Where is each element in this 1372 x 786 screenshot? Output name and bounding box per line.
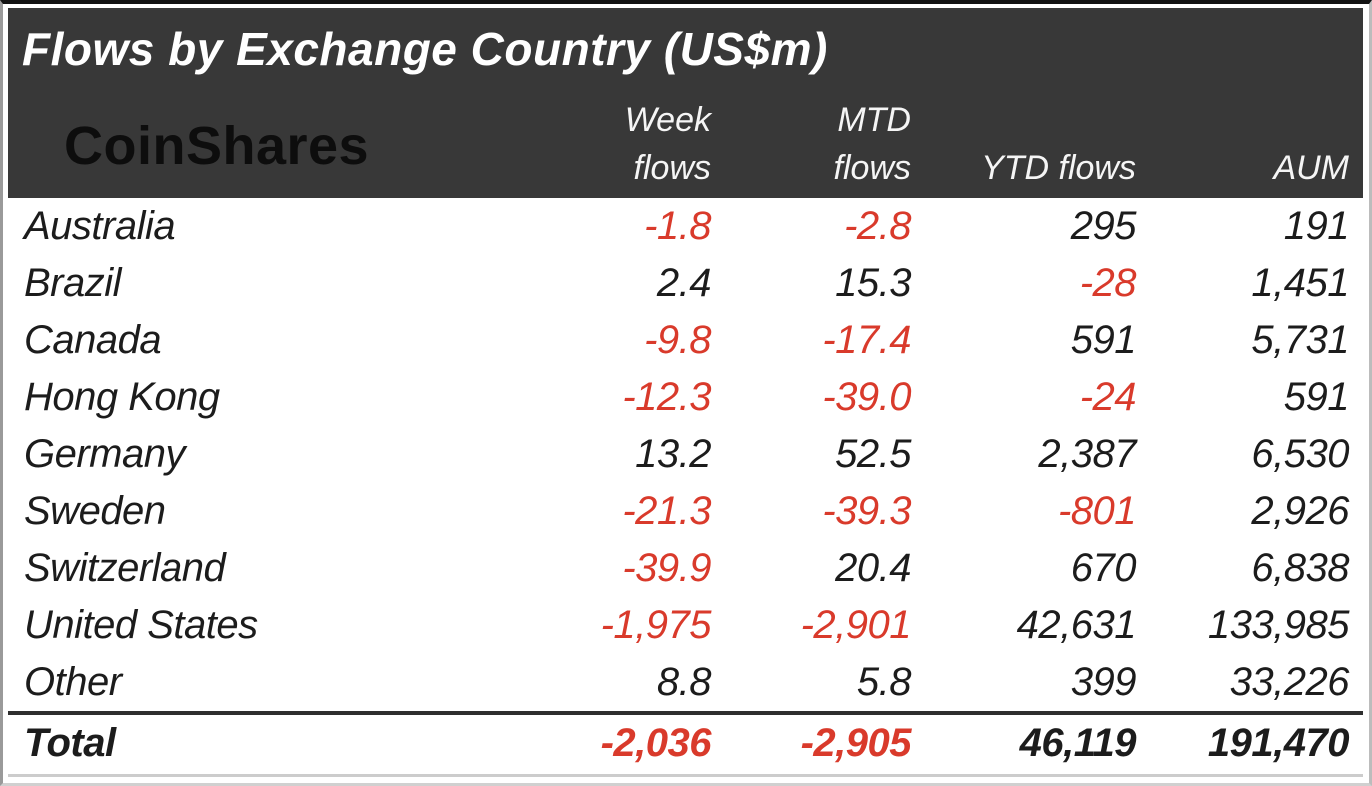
table-row-brazil: Brazil 2.4 15.3 -28 1,451 [8, 255, 1363, 312]
mtd-flows-value: 20.4 [835, 546, 911, 590]
column-header-row: CoinShares Week flows MTD flows YTD flow… [8, 96, 1363, 198]
bottom-divider [8, 774, 1363, 777]
aum-value: 2,926 [1251, 489, 1349, 533]
mtd-flows-value: 15.3 [835, 261, 911, 305]
ytd-flows-value: -28 [1079, 261, 1137, 305]
country-label: Switzerland [24, 546, 226, 590]
coinshares-logo: CoinShares [64, 116, 370, 176]
ytd-flows-value: 399 [1070, 660, 1137, 704]
country-label: Australia [24, 204, 176, 248]
country-label: Canada [24, 318, 162, 362]
aum-value: 191 [1283, 204, 1350, 248]
ytd-flows-value: -24 [1079, 375, 1137, 419]
mtd-flows-value: -39.3 [822, 489, 911, 533]
col-header-mtd-flows: MTD flows [711, 96, 911, 196]
page-title: Flows by Exchange Country (US$m) [22, 23, 828, 75]
col-header-week-line2: flows [633, 149, 711, 187]
total-label: Total [24, 721, 116, 765]
total-ytd-flows-value: 46,119 [1019, 721, 1137, 765]
ytd-flows-value: 591 [1070, 318, 1137, 362]
aum-value: 591 [1283, 375, 1350, 419]
aum-value: 1,451 [1251, 261, 1349, 305]
week-flows-value: 13.2 [635, 432, 711, 476]
country-label: Other [24, 660, 122, 704]
country-label: Brazil [24, 261, 122, 305]
week-flows-value: 2.4 [656, 261, 712, 305]
col-header-aum-line2: AUM [1273, 149, 1349, 187]
aum-value: 133,985 [1207, 603, 1350, 647]
table-header: Flows by Exchange Country (US$m) CoinSha… [8, 8, 1363, 198]
aum-value: 33,226 [1229, 660, 1350, 704]
country-label: Hong Kong [24, 375, 220, 419]
col-header-ytd-line2: YTD flows [981, 149, 1136, 187]
week-flows-value: -39.9 [622, 546, 711, 590]
table-row-sweden: Sweden -21.3 -39.3 -801 2,926 [8, 483, 1363, 540]
total-mtd-flows-value: -2,905 [800, 721, 912, 765]
table-row-switzerland: Switzerland -39.9 20.4 670 6,838 [8, 540, 1363, 597]
table-row-australia: Australia -1.8 -2.8 295 191 [8, 198, 1363, 255]
table-row-united-states: United States -1,975 -2,901 42,631 133,9… [8, 597, 1363, 654]
mtd-flows-value: -2.8 [844, 204, 911, 248]
mtd-flows-value: 52.5 [835, 432, 911, 476]
ytd-flows-value: 42,631 [1016, 603, 1137, 647]
table-row-hong-kong: Hong Kong -12.3 -39.0 -24 591 [8, 369, 1363, 426]
aum-value: 6,838 [1251, 546, 1349, 590]
col-header-week-line1: Week [624, 101, 711, 139]
table-row-germany: Germany 13.2 52.5 2,387 6,530 [8, 426, 1363, 483]
col-header-mtd-line2: flows [833, 149, 911, 187]
col-header-ytd-flows: YTD flows [911, 144, 1136, 196]
ytd-flows-value: -801 [1057, 489, 1137, 533]
mtd-flows-value: -17.4 [822, 318, 911, 362]
country-label: Germany [24, 432, 186, 476]
mtd-flows-value: 5.8 [856, 660, 912, 704]
col-header-aum: AUM [1136, 144, 1363, 196]
col-header-mtd-line1: MTD [837, 101, 911, 139]
table-row-canada: Canada -9.8 -17.4 591 5,731 [8, 312, 1363, 369]
ytd-flows-value: 2,387 [1038, 432, 1136, 476]
week-flows-value: -9.8 [644, 318, 711, 362]
total-week-flows-value: -2,036 [600, 721, 712, 765]
table-body: Australia -1.8 -2.8 295 191 Brazil 2.4 1… [8, 198, 1363, 777]
col-header-week-flows: Week flows [456, 96, 711, 196]
aum-value: 6,530 [1251, 432, 1349, 476]
ytd-flows-value: 670 [1070, 546, 1137, 590]
country-label: Sweden [24, 489, 166, 533]
table-row-total: Total -2,036 -2,905 46,119 191,470 [8, 711, 1363, 772]
week-flows-value: -1,975 [600, 603, 712, 647]
aum-value: 5,731 [1251, 318, 1349, 362]
table-row-other: Other 8.8 5.8 399 33,226 [8, 654, 1363, 711]
week-flows-value: 8.8 [656, 660, 712, 704]
country-label: United States [24, 603, 258, 647]
week-flows-value: -21.3 [622, 489, 711, 533]
week-flows-value: -1.8 [644, 204, 711, 248]
total-aum-value: 191,470 [1207, 721, 1350, 765]
week-flows-value: -12.3 [622, 375, 711, 419]
mtd-flows-value: -2,901 [800, 603, 912, 647]
mtd-flows-value: -39.0 [822, 375, 911, 419]
ytd-flows-value: 295 [1070, 204, 1137, 248]
